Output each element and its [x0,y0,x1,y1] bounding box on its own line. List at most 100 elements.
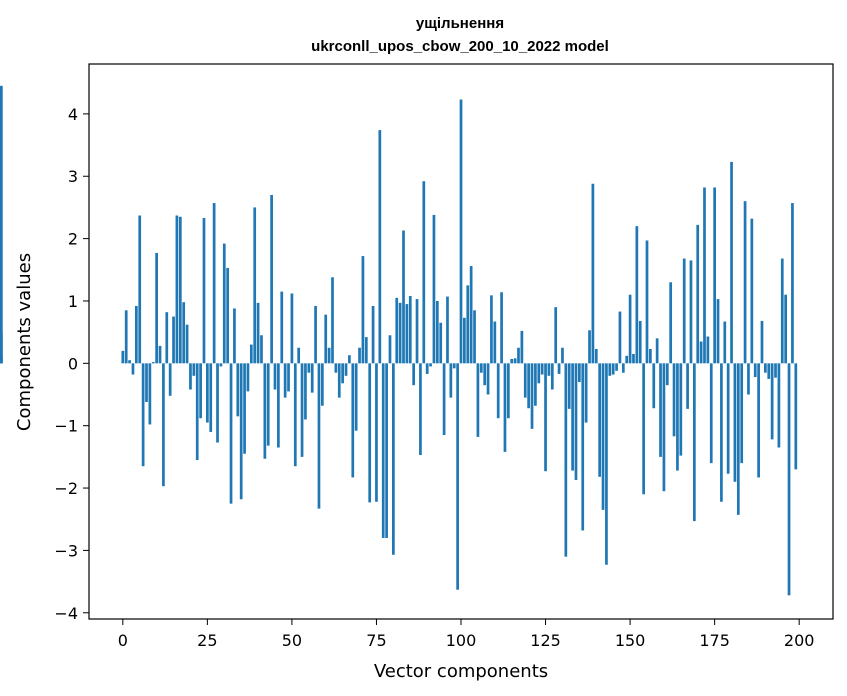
y-tick-label: 4 [68,105,78,124]
bar [733,363,737,482]
bar [713,187,716,364]
bar [131,363,135,375]
bar [774,363,777,378]
bar [405,304,409,364]
bar [791,203,794,364]
bar [500,292,503,364]
x-axis: 0 25 50 75 100 125 150 175 200 [118,619,814,650]
bar [534,363,537,406]
bar [168,363,172,396]
bar [364,337,368,364]
bar [476,363,480,437]
y-tick-label: −1 [54,417,78,436]
bar [510,358,514,364]
bar [266,363,270,446]
bar [402,230,405,364]
bar [483,363,487,386]
bar [415,299,419,364]
bar [233,308,236,364]
bar [743,201,747,364]
bar [770,363,774,440]
y-tick-label: −2 [54,479,78,498]
bar [571,363,574,471]
bar [669,282,673,364]
bar [567,363,571,409]
bar [432,214,436,364]
bar [226,267,230,364]
bar [574,363,578,480]
bar [371,305,375,364]
bar [730,161,733,364]
bar [155,252,158,364]
bar [378,130,382,364]
bar [750,218,754,364]
bar [260,335,263,364]
bar [165,312,169,364]
bar [740,363,744,464]
bar [760,320,764,364]
bar [605,363,608,565]
bar [375,363,378,502]
bar [348,355,351,364]
bar [676,363,679,471]
bar-series [0,85,798,596]
bar [618,311,622,364]
bar [723,321,727,364]
bar [753,363,757,378]
bar [442,363,446,436]
bar [317,363,321,509]
y-tick-label: 0 [68,354,78,373]
bar [682,258,686,364]
bar [608,363,612,376]
bar [0,332,3,364]
bar [151,362,155,364]
bar [709,363,713,464]
bar [195,363,199,460]
bar [777,363,781,448]
bar [767,363,771,379]
bar [304,363,307,420]
bar [520,330,524,364]
bar [787,363,791,596]
bar [486,363,490,395]
bar [358,347,361,364]
bar [547,363,551,376]
y-axis-label: Components values [14,253,35,431]
bar [145,363,148,402]
bar [591,183,595,364]
bar [594,348,598,364]
bar [588,330,591,364]
bar [209,363,213,432]
bar [324,314,328,364]
bar [506,363,510,419]
bar [557,363,561,374]
x-tick-label: 125 [530,631,561,650]
bar [466,285,470,364]
bar [199,363,202,419]
bar [456,363,459,590]
bar [219,363,223,367]
chart-subtitle: ukrconll_upos_cbow_200_10_2022 model [311,38,609,55]
bar [263,363,267,459]
bar [699,341,703,364]
bar [425,363,429,374]
bar [297,347,301,364]
bar [206,363,209,423]
x-tick-label: 175 [699,631,730,650]
x-tick-label: 150 [615,631,646,650]
bar [696,224,700,364]
bar [280,291,284,364]
bar [212,203,216,364]
bar [513,358,517,364]
bar [662,363,666,492]
bar [446,296,449,364]
y-tick-label: −3 [54,541,78,560]
bar [158,345,162,364]
bar [395,297,399,364]
bar [178,216,182,364]
bar [314,305,317,364]
bar [621,363,625,373]
bar [665,363,669,386]
bar [550,363,554,390]
